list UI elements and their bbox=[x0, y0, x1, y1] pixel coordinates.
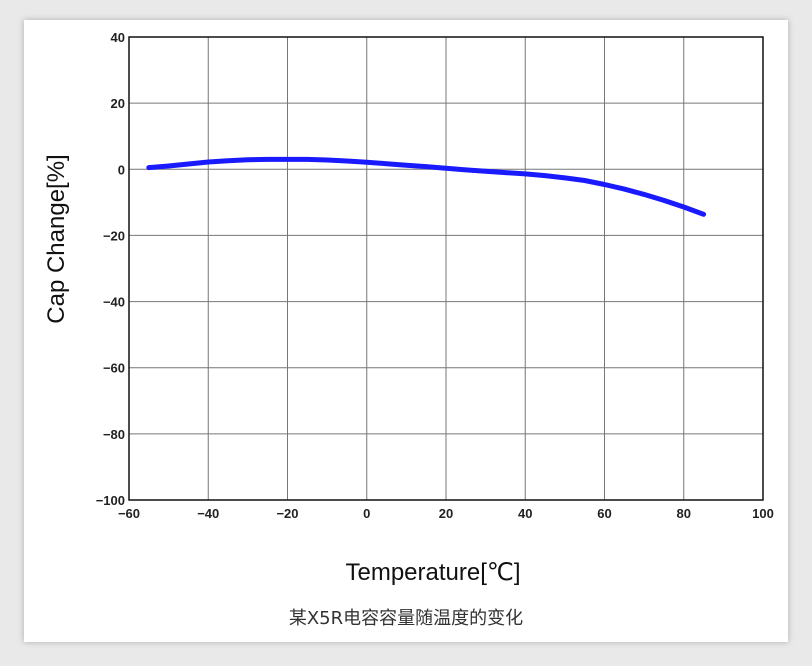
y-tick-label: −80 bbox=[103, 427, 125, 442]
chart: −60 −40 −20 0 20 40 60 80 100 40 20 0 −20 −40 −60 −80 −… bbox=[43, 30, 774, 586]
y-tick-label: 0 bbox=[118, 162, 125, 177]
y-tick-label: 40 bbox=[111, 30, 125, 45]
y-axis-label: Cap Change[%] bbox=[43, 154, 70, 323]
chart-card: −60 −40 −20 0 20 40 60 80 100 40 20 0 −20 −40 −60 −80 −… bbox=[24, 20, 788, 642]
y-tick-label: −100 bbox=[96, 493, 125, 508]
series-line bbox=[146, 156, 707, 217]
y-tick-label: −20 bbox=[103, 228, 125, 243]
y-tick-label: −60 bbox=[103, 361, 125, 376]
y-tick-label: 20 bbox=[111, 96, 125, 111]
x-tick-label: −20 bbox=[276, 506, 298, 521]
x-tick-label: 100 bbox=[752, 506, 774, 521]
chart-caption: 某X5R电容容量随温度的变化 bbox=[288, 608, 524, 629]
x-tick-label: 40 bbox=[518, 506, 532, 521]
x-axis-ticks: −60 −40 −20 0 20 40 60 80 100 bbox=[118, 506, 774, 521]
y-tick-label: −40 bbox=[103, 295, 125, 310]
x-tick-label: −40 bbox=[197, 506, 219, 521]
x-tick-label: 80 bbox=[677, 506, 691, 521]
x-tick-label: 20 bbox=[439, 506, 453, 521]
x-tick-label: −60 bbox=[118, 506, 140, 521]
y-axis-ticks: 40 20 0 −20 −40 −60 −80 −100 bbox=[96, 30, 125, 508]
x-tick-label: 0 bbox=[363, 506, 370, 521]
grid bbox=[128, 36, 764, 501]
x-axis-label: Temperature[℃] bbox=[345, 559, 520, 586]
plot-frame bbox=[128, 36, 764, 501]
x-tick-label: 60 bbox=[597, 506, 611, 521]
